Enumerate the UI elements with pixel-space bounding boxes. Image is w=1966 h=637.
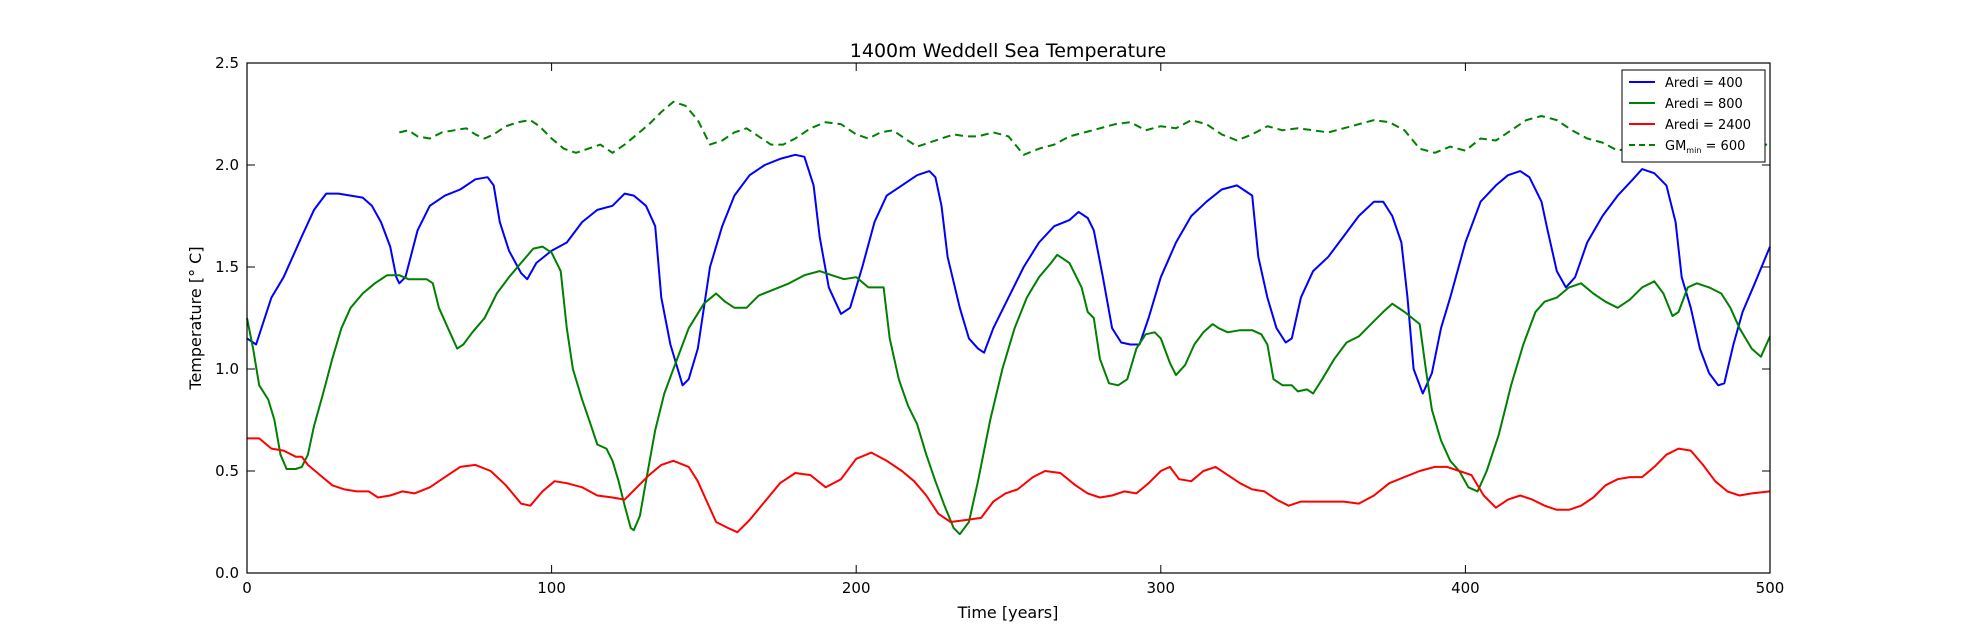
y-tick-label: 2.0 [215,156,239,174]
series-line-4 [399,100,1770,156]
plot-frame [246,62,1771,574]
x-axis-title: Time [years] [957,603,1059,622]
y-tick-label: 0.0 [215,564,239,582]
y-axis-title: Temperature [° C] [186,246,205,390]
y-tick-label: 1.0 [215,360,239,378]
legend: Aredi = 400 Aredi = 800 Aredi = 2400 GMmin … [1621,69,1766,163]
x-tick-label: 0 [242,579,252,597]
legend-box [1621,69,1766,163]
y-tick-label: 2.5 [215,54,239,72]
series-line-2 [246,245,1771,536]
chart-title: 1400m Weddell Sea Temperature [850,40,1166,62]
x-tick-label: 400 [1451,579,1480,597]
axes: 0 100 200 300 400 500 0.0 0.5 1.0 1.5 2.0 2.5 [215,54,1784,597]
legend-label-2: Aredi = 800 [1665,97,1743,112]
y-tick-label: 1.5 [215,258,239,276]
legend-label-4: GMmin = 600 [1665,139,1745,155]
x-tick-label: 100 [537,579,566,597]
legend-label-3: Aredi = 2400 [1665,118,1751,133]
series-lines [246,100,1771,536]
x-tick-label: 300 [1146,579,1175,597]
x-tick-label: 200 [842,579,871,597]
series-line-1 [246,153,1771,395]
series-line-3 [247,437,1771,534]
y-tick-label: 0.5 [215,462,239,480]
legend-label-1: Aredi = 400 [1665,76,1743,91]
x-tick-label: 500 [1756,579,1785,597]
